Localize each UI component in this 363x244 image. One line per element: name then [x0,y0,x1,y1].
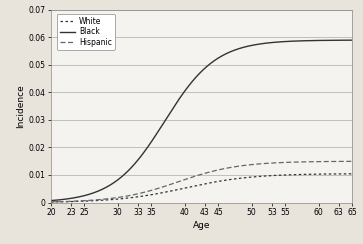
Hispanic [250,163,254,166]
Legend: White, Black, Hispanic: White, Black, Hispanic [57,14,115,50]
Hispanic [49,200,53,203]
White [49,201,53,203]
Hispanic [126,194,130,197]
Y-axis label: Incidence: Incidence [16,84,25,128]
White [185,186,189,189]
Hispanic [102,198,106,201]
Black [49,199,53,202]
Hispanic [276,161,280,164]
Line: White: White [51,174,352,202]
White [226,178,231,181]
White [102,199,106,202]
White [276,174,280,177]
Black [185,86,189,89]
Line: Hispanic: Hispanic [51,161,352,202]
Hispanic [185,177,189,180]
Black [350,39,354,42]
White [250,176,254,179]
Line: Black: Black [51,40,352,201]
Black [126,169,130,172]
Hispanic [226,166,231,169]
Hispanic [350,160,354,163]
White [350,172,354,175]
Black [226,51,231,54]
X-axis label: Age: Age [193,221,210,230]
Black [250,44,254,47]
White [126,196,130,199]
Black [102,187,106,190]
Black [276,41,280,43]
